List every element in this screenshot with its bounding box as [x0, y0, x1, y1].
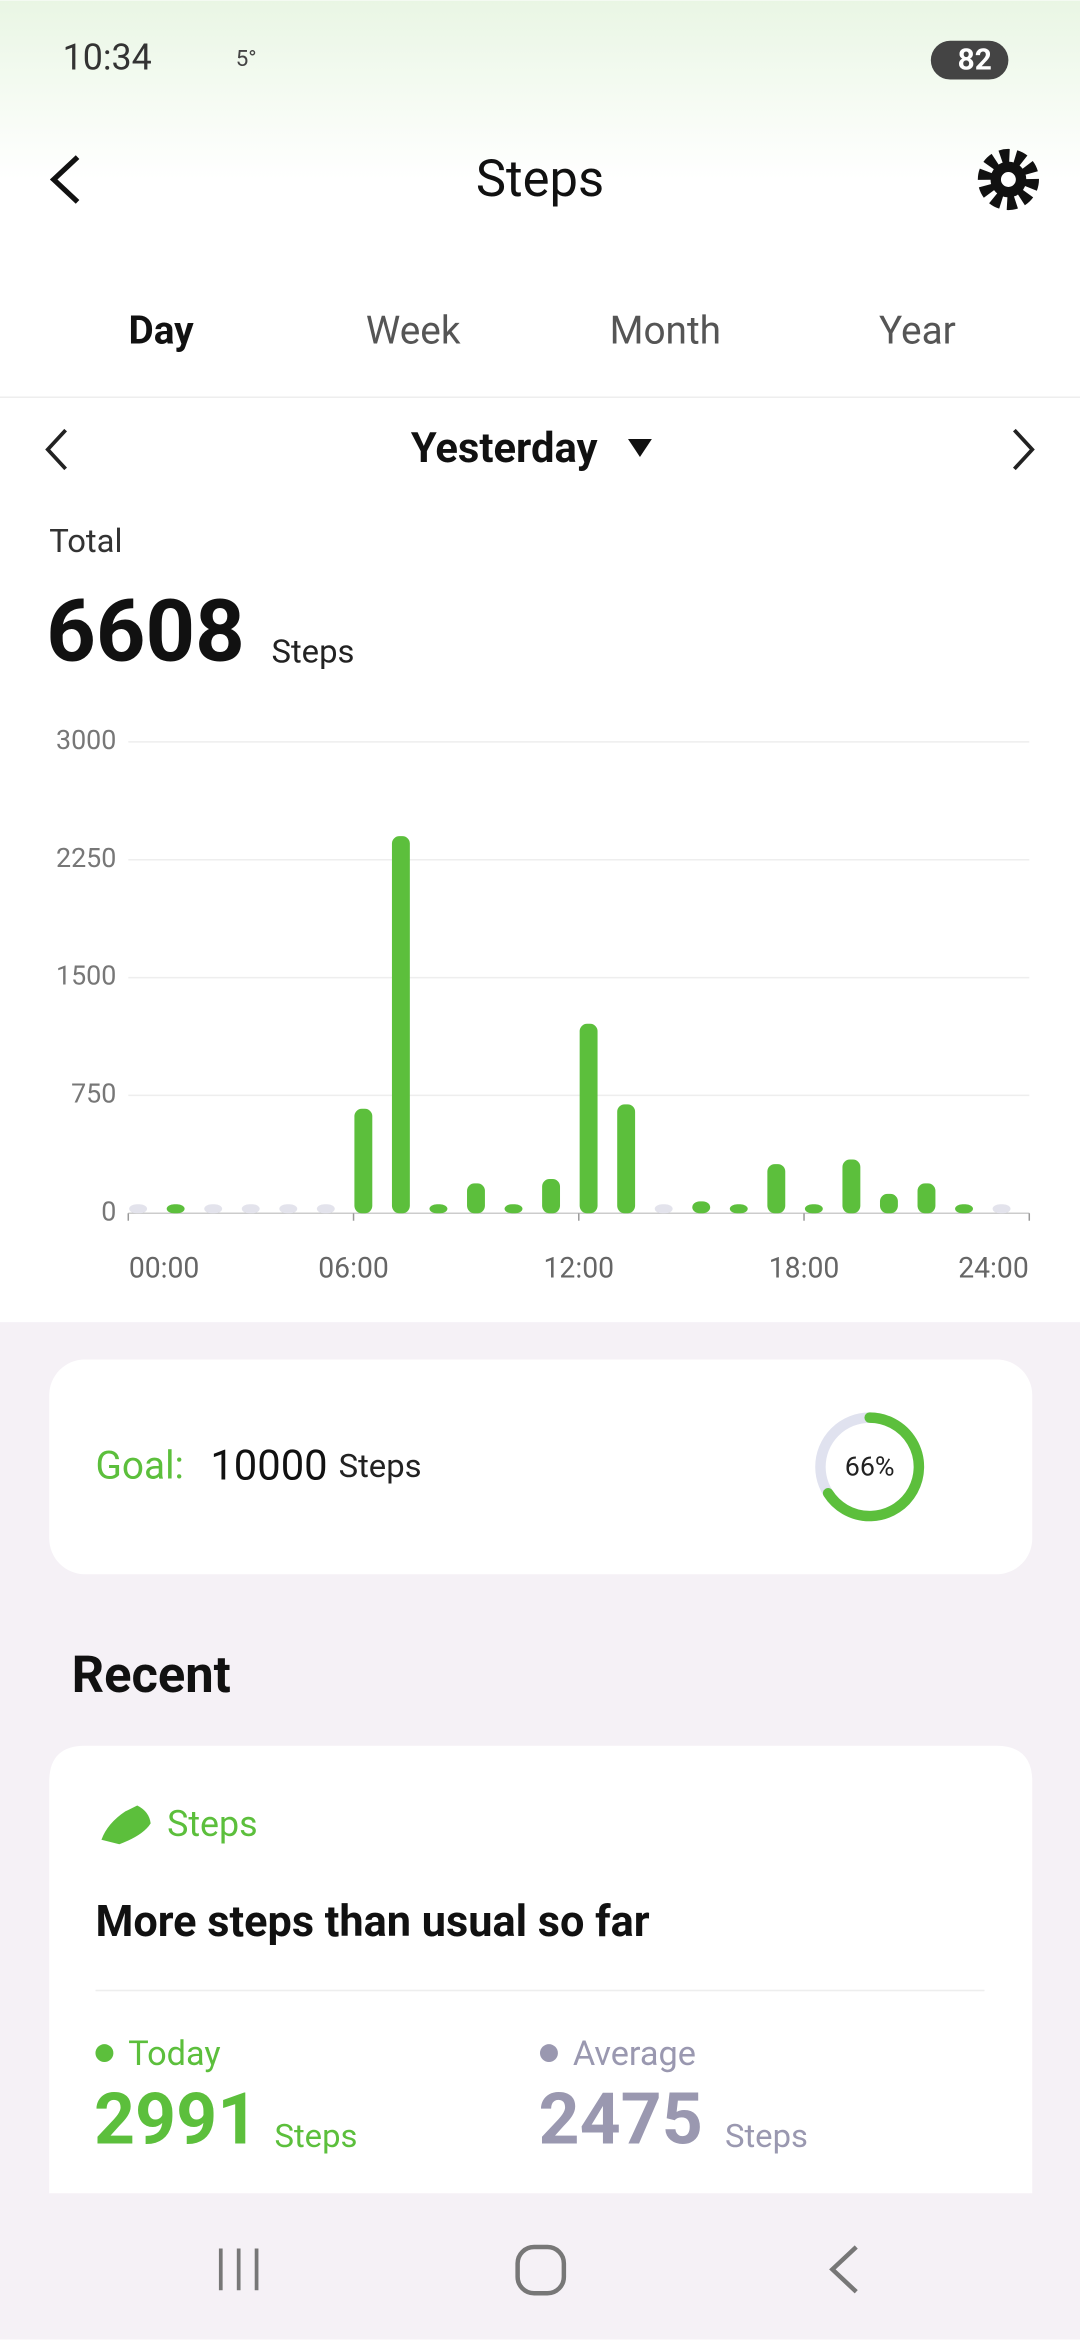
goal-progress [822, 1412, 925, 1522]
recents-button[interactable] [218, 2248, 259, 2291]
goal-label: Goal: [95, 1444, 183, 1489]
bar [542, 1179, 561, 1214]
shoe-icon [101, 1805, 151, 1845]
bar [467, 1183, 485, 1214]
back-button[interactable] [49, 155, 80, 204]
y-tick-label: 2250 [56, 842, 116, 874]
battery [930, 40, 1009, 80]
bar [617, 1104, 636, 1214]
y-tick-label: 0 [101, 1195, 116, 1227]
bar [391, 836, 410, 1214]
y-tick-label: 3000 [56, 724, 116, 756]
bar [504, 1204, 523, 1214]
x-tick-label: 06:00 [318, 1251, 389, 1284]
tab[interactable]: Week [366, 308, 461, 353]
total-unit: Steps [271, 634, 354, 672]
battery-level: 82 [958, 43, 992, 78]
bar [692, 1201, 711, 1214]
bar [729, 1204, 748, 1214]
today-unit: Steps [274, 2118, 357, 2156]
y-tick-label: 1500 [56, 960, 116, 992]
bar [279, 1204, 298, 1214]
bar [354, 1108, 373, 1214]
goal-card [49, 1359, 1033, 1575]
date-selector[interactable]: Yesterday [411, 424, 598, 473]
x-tick-label: 18:00 [769, 1251, 840, 1284]
bar [917, 1183, 936, 1214]
today-label: Today [128, 2034, 220, 2074]
bar [879, 1193, 898, 1214]
bar [129, 1204, 148, 1214]
tab[interactable]: Day [129, 308, 195, 353]
goal-percent: 66% [845, 1450, 895, 1482]
dropdown-icon[interactable] [628, 439, 652, 457]
bar [579, 1023, 598, 1214]
average-label: Average [573, 2034, 696, 2074]
bar [204, 1204, 223, 1214]
bar [166, 1204, 185, 1214]
y-tick-label: 750 [71, 1078, 116, 1110]
bar [654, 1204, 673, 1214]
bar [992, 1204, 1011, 1214]
today-dot [95, 2044, 114, 2063]
top-panel [0, 0, 1080, 1323]
tab[interactable]: Year [879, 308, 956, 353]
home-button[interactable] [515, 2244, 567, 2296]
bar [955, 1204, 973, 1214]
goal-unit: Steps [339, 1448, 422, 1486]
time: 10:34 [63, 37, 152, 79]
recent-card[interactable] [49, 1745, 1033, 2194]
temperature: 5° [236, 46, 257, 72]
nav-bar [0, 2193, 1080, 2340]
recent-title: Recent [72, 1646, 231, 1705]
average-unit: Steps [725, 2118, 808, 2156]
total-value: 6608 [46, 581, 245, 682]
goal-value: 10000 [210, 1441, 327, 1490]
status-bg [0, 0, 1080, 180]
total-label: Total [49, 523, 122, 561]
bar [241, 1204, 260, 1214]
bar [316, 1204, 335, 1214]
x-tick-label: 12:00 [544, 1251, 615, 1284]
back-nav-button[interactable] [829, 2245, 858, 2294]
tab[interactable]: Month [610, 308, 721, 353]
bar [767, 1164, 786, 1214]
bar [804, 1204, 823, 1214]
average-value: 2475 [539, 2079, 703, 2162]
page-title: Steps [476, 150, 604, 209]
bar [429, 1204, 448, 1214]
average-dot [540, 2044, 558, 2063]
recent-headline: More steps than usual so far [95, 1896, 649, 1947]
settings-button[interactable] [977, 148, 1039, 211]
x-tick-label: 00:00 [129, 1251, 200, 1284]
recent-category: Steps [167, 1803, 258, 1845]
bar [842, 1159, 861, 1214]
prev-button[interactable] [45, 428, 68, 471]
today-value: 2991 [94, 2079, 258, 2162]
x-tick-label: 24:00 [958, 1251, 1029, 1284]
next-button[interactable] [1012, 428, 1035, 471]
